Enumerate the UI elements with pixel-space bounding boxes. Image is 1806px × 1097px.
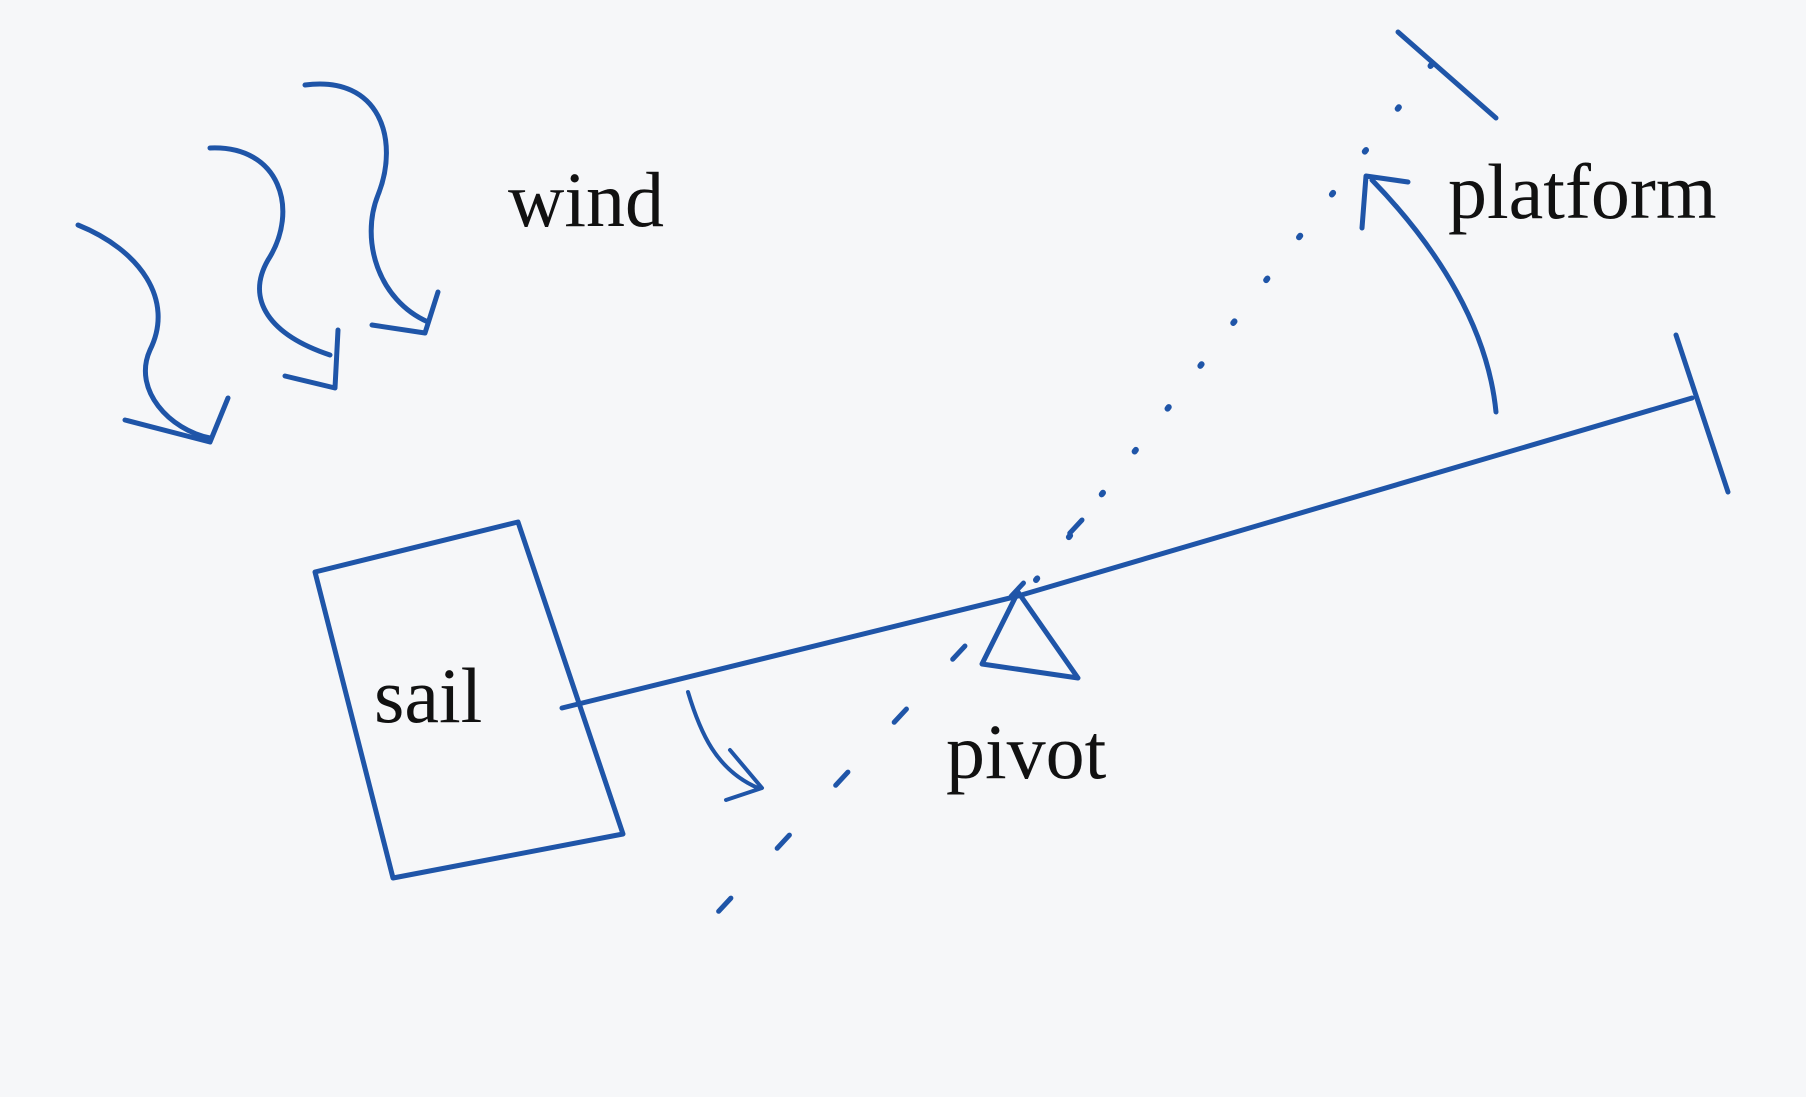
sail-shape: [312, 519, 626, 881]
wind-arrow-1: [75, 222, 213, 441]
platform-label: platform: [1448, 148, 1717, 235]
wind-arrowhead-2: [282, 327, 341, 391]
pivot-label: pivot: [946, 708, 1107, 795]
wind-arrowhead-3: [369, 289, 441, 336]
platform-cap: [1673, 332, 1731, 495]
platform-rise-arrow: [1369, 177, 1499, 415]
wind-label: wind: [508, 156, 664, 243]
rotated-beam-dotted: [1033, 35, 1455, 583]
rotated-beam-dashed: [715, 517, 1085, 915]
wind-arrow-3: [302, 81, 431, 325]
beam: [559, 395, 1695, 711]
sail-label: sail: [374, 652, 482, 739]
sail-swing-arrowhead: [724, 748, 764, 802]
pivot-triangle: [979, 589, 1081, 681]
rotated-platform-cap: [1395, 29, 1499, 121]
wind-arrowhead-1: [122, 395, 231, 445]
platform-rise-arrowhead: [1359, 173, 1411, 231]
wind-arrows: [75, 81, 441, 445]
wind-arrow-2: [207, 145, 333, 358]
sail-swing-arrow: [686, 690, 760, 790]
